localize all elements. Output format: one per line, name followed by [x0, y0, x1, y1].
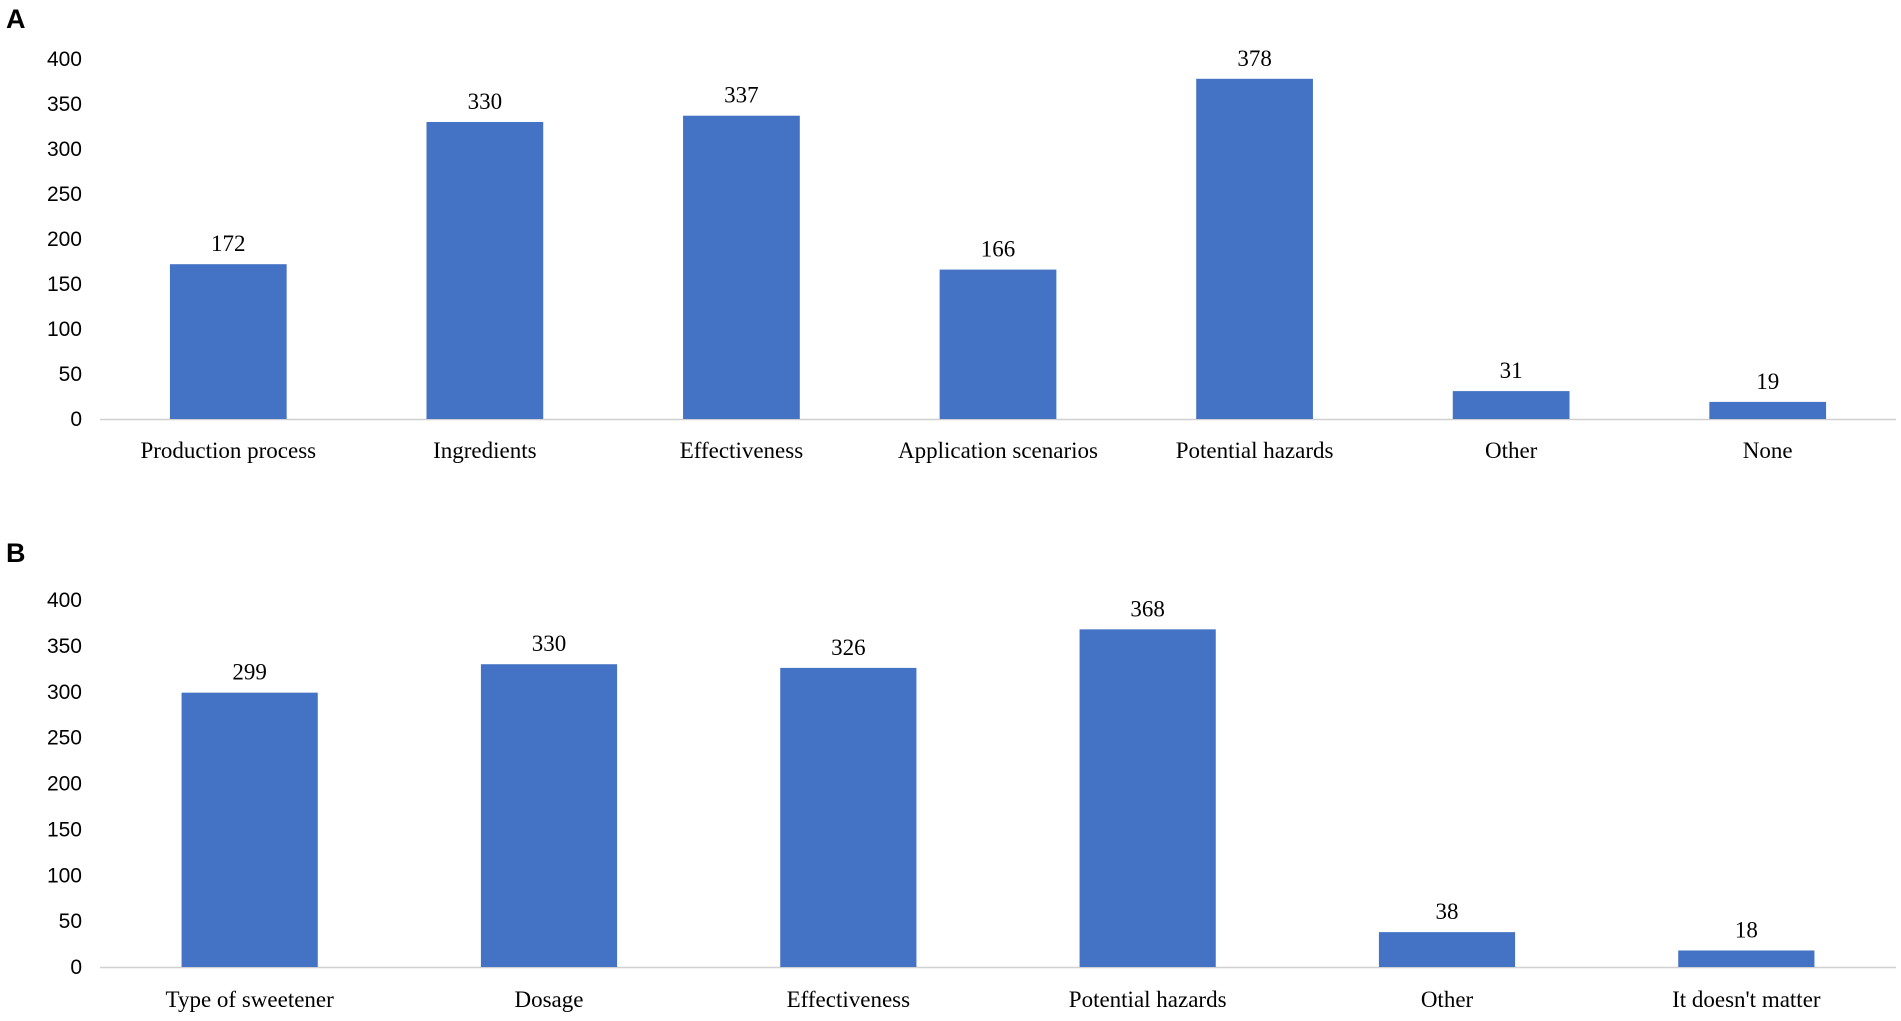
y-tick-label-a: 350 — [47, 93, 82, 116]
y-axis-b: 0 50 100 150 200 250 300 350 400 — [47, 589, 82, 979]
y-tick-label-a: 150 — [47, 273, 82, 296]
data-label-b: 326 — [831, 635, 866, 660]
bar-b — [1678, 950, 1815, 967]
y-tick-label-b: 350 — [47, 635, 82, 658]
bar-a — [426, 122, 544, 419]
data-label-b: 299 — [232, 660, 267, 685]
x-tick-label-b: Type of sweetener — [166, 987, 335, 1012]
chart-panel-b: B 0 50 100 150 200 250 300 350 400 299 330 326 368 3… — [6, 538, 1896, 1012]
bar-b — [1378, 932, 1516, 967]
y-tick-label-a: 100 — [47, 318, 82, 341]
x-tick-label-b: Other — [1421, 987, 1474, 1012]
data-labels-a: 172 330 337 166 378 31 19 — [211, 46, 1779, 394]
bar-b — [181, 692, 318, 967]
x-tick-label-b: Dosage — [515, 987, 584, 1012]
data-label-a: 337 — [724, 83, 759, 108]
data-label-a: 166 — [981, 237, 1016, 262]
x-tick-label-b: Effectiveness — [787, 987, 911, 1012]
y-tick-label-a: 300 — [47, 138, 82, 161]
panel-letter-b: B — [6, 538, 26, 568]
y-tick-label-b: 250 — [47, 727, 82, 750]
y-tick-label-a: 200 — [47, 228, 82, 251]
bar-a — [1196, 78, 1313, 420]
data-label-b: 18 — [1735, 917, 1758, 942]
x-tick-labels-b: Type of sweetener Dosage Effectiveness Pote… — [166, 987, 1821, 1012]
y-tick-label-b: 100 — [47, 864, 82, 887]
x-tick-label-b: Potential hazards — [1069, 987, 1227, 1012]
x-tick-label-a: Other — [1485, 438, 1538, 463]
bar-b — [480, 664, 618, 967]
bar-a — [169, 264, 287, 419]
x-tick-label-b: It doesn't matter — [1672, 987, 1821, 1012]
data-label-a: 31 — [1500, 358, 1523, 383]
bar-b — [780, 667, 917, 967]
y-axis-a: 0 50 100 150 200 250 300 350 400 — [47, 48, 82, 431]
data-label-b: 368 — [1130, 596, 1165, 621]
bar-a — [939, 269, 1057, 419]
panel-letter-a: A — [6, 4, 26, 34]
chart-panel-a: A 0 50 100 150 200 250 300 350 400 172 330 337 166 3… — [6, 4, 1896, 463]
y-tick-label-b: 300 — [47, 681, 82, 704]
data-labels-b: 299 330 326 368 38 18 — [232, 596, 1757, 942]
y-tick-label-b: 200 — [47, 773, 82, 796]
y-tick-label-b: 0 — [70, 956, 82, 979]
y-tick-label-a: 400 — [47, 48, 82, 71]
x-tick-label-a: Effectiveness — [680, 438, 804, 463]
x-tick-label-a: None — [1743, 438, 1793, 463]
x-tick-label-a: Production process — [140, 438, 316, 463]
bar-a — [1452, 391, 1570, 419]
x-tick-label-a: Ingredients — [433, 438, 537, 463]
y-tick-label-a: 50 — [59, 363, 82, 386]
bar-a — [683, 115, 800, 419]
bars-a — [169, 78, 1827, 420]
x-tick-label-a: Application scenarios — [898, 438, 1098, 463]
bar-a — [1709, 401, 1827, 419]
data-label-a: 330 — [468, 89, 503, 114]
x-tick-label-a: Potential hazards — [1176, 438, 1334, 463]
data-label-b: 330 — [532, 631, 567, 656]
y-tick-label-b: 150 — [47, 818, 82, 841]
y-tick-label-a: 250 — [47, 183, 82, 206]
data-label-a: 378 — [1237, 46, 1272, 71]
y-tick-label-a: 0 — [70, 408, 82, 431]
data-label-b: 38 — [1436, 899, 1459, 924]
x-tick-labels-a: Production process Ingredients Effectivene… — [140, 438, 1792, 463]
data-label-a: 172 — [211, 231, 246, 256]
bar-b — [1079, 629, 1216, 967]
data-label-a: 19 — [1756, 369, 1779, 394]
y-tick-label-b: 50 — [59, 910, 82, 933]
bars-b — [181, 629, 1815, 967]
y-tick-label-b: 400 — [47, 589, 82, 612]
